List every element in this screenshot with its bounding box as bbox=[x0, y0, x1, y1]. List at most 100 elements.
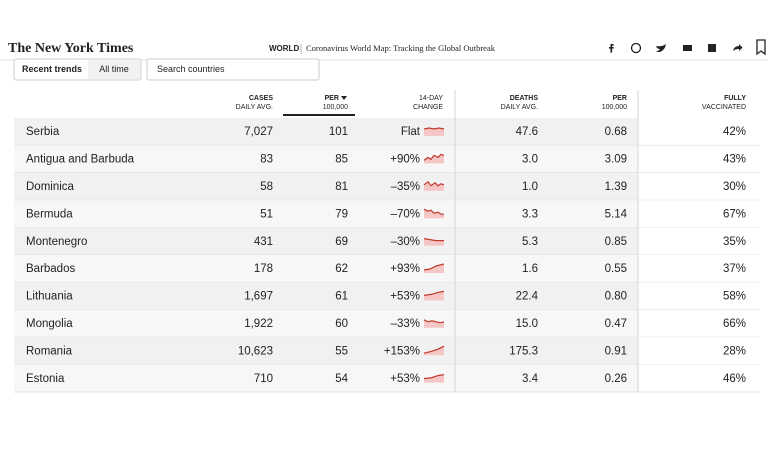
cell-value: 101 bbox=[329, 126, 348, 138]
change-value: Flat bbox=[401, 126, 421, 138]
cell-value: 79 bbox=[335, 208, 348, 220]
column-header-sub: DAILY AVG. bbox=[501, 104, 538, 111]
change-value: –35% bbox=[391, 181, 420, 193]
cell-value: 58 bbox=[260, 181, 273, 193]
cell-value: 62 bbox=[335, 263, 348, 275]
cell-value: 47.6 bbox=[516, 126, 538, 138]
tab-label[interactable]: All time bbox=[99, 64, 129, 74]
sparkline-area bbox=[424, 374, 444, 383]
change-value: +93% bbox=[390, 263, 420, 275]
vaccinated-value: 58% bbox=[723, 291, 746, 303]
sparkline bbox=[423, 345, 445, 354]
cell-value: 1.6 bbox=[522, 263, 538, 275]
country-name: Dominica bbox=[26, 181, 75, 193]
twitter-icon[interactable] bbox=[656, 44, 666, 52]
sparkline bbox=[423, 180, 445, 187]
cell-value: 81 bbox=[335, 181, 348, 193]
section[interactable]: WORLD bbox=[269, 44, 299, 53]
vaccinated-value: 46% bbox=[723, 373, 746, 385]
country-name: Bermuda bbox=[26, 208, 73, 220]
vaccinated-cell bbox=[638, 309, 760, 338]
vaccinated-value: 67% bbox=[723, 208, 746, 220]
tab-active[interactable] bbox=[15, 60, 88, 79]
vaccinated-cell bbox=[638, 337, 760, 365]
cell-value: 60 bbox=[335, 318, 348, 330]
row-background bbox=[14, 255, 638, 283]
cell-value: 1.39 bbox=[605, 181, 627, 193]
bookmark-icon[interactable] bbox=[756, 39, 766, 56]
change-value: +90% bbox=[390, 154, 420, 166]
vaccinated-value: 43% bbox=[723, 154, 746, 166]
column-header: PER bbox=[325, 95, 339, 102]
vaccinated-cell bbox=[638, 364, 760, 392]
change-value: –33% bbox=[391, 318, 420, 330]
row-background bbox=[14, 145, 638, 173]
country-name: Serbia bbox=[26, 126, 60, 138]
table: CASES DAILY AVG. PER 100,000 14-DAY CHANGE DEA… bbox=[14, 90, 760, 393]
cell-value: 0.91 bbox=[605, 345, 627, 357]
vaccinated-cell bbox=[638, 172, 760, 201]
cell-value: 1,922 bbox=[244, 318, 273, 330]
cell-value: 51 bbox=[260, 208, 273, 220]
country-name: Antigua and Barbuda bbox=[26, 154, 135, 166]
country-name: Barbados bbox=[26, 263, 75, 275]
vaccinated-value: 37% bbox=[723, 263, 746, 275]
search-box[interactable] bbox=[146, 58, 320, 81]
cell-value: 85 bbox=[335, 154, 348, 166]
tab-inactive[interactable] bbox=[88, 60, 140, 79]
change-value: +53% bbox=[390, 373, 420, 385]
cell-value: 175.3 bbox=[509, 345, 538, 357]
sparkline bbox=[423, 263, 445, 271]
tab-label[interactable]: Recent trends bbox=[22, 64, 82, 74]
cell-value: 178 bbox=[254, 263, 273, 275]
cell-value: 1.0 bbox=[522, 181, 538, 193]
vaccinated-cell bbox=[638, 282, 760, 310]
vaccinated-value: 42% bbox=[723, 126, 746, 138]
page-title: Coronavirus World Map: Tracking the Glob… bbox=[306, 43, 496, 53]
sort-underline bbox=[283, 114, 355, 116]
sparkline-area bbox=[424, 128, 444, 136]
sort-arrow bbox=[341, 96, 347, 100]
row-background bbox=[14, 227, 638, 255]
cell-value: 5.3 bbox=[522, 236, 538, 248]
gift-icon[interactable] bbox=[708, 44, 716, 52]
column-header-sub: 100,000 bbox=[323, 104, 348, 111]
country-name: Mongolia bbox=[26, 318, 73, 330]
column-header: PER bbox=[613, 95, 627, 102]
country-name: Lithuania bbox=[26, 291, 73, 303]
row-background bbox=[14, 282, 638, 310]
cell-value: 55 bbox=[335, 345, 348, 357]
cell-value: 0.55 bbox=[605, 263, 627, 275]
row-background bbox=[14, 364, 638, 392]
vaccinated-value: 66% bbox=[723, 318, 746, 330]
search-placeholder[interactable]: Search countries bbox=[157, 64, 225, 74]
logo[interactable]: The New York Times bbox=[8, 41, 134, 56]
cell-value: 5.14 bbox=[605, 208, 628, 220]
cell-value: 0.26 bbox=[605, 373, 627, 385]
cell-value: 15.0 bbox=[516, 318, 538, 330]
vaccinated-cell bbox=[638, 145, 760, 173]
cell-value: 54 bbox=[335, 373, 348, 385]
row-background bbox=[14, 337, 638, 365]
share-icon[interactable] bbox=[733, 44, 743, 51]
cell-value: 3.0 bbox=[522, 154, 538, 166]
row-background bbox=[14, 172, 638, 201]
cell-value: 0.85 bbox=[605, 236, 627, 248]
column-header: FULLY bbox=[724, 95, 746, 102]
sparkline bbox=[423, 238, 444, 242]
cell-value: 7,027 bbox=[244, 126, 273, 138]
sparkline bbox=[423, 290, 445, 296]
row-background bbox=[14, 200, 638, 228]
mail-icon[interactable] bbox=[683, 45, 692, 51]
vaccinated-value: 28% bbox=[723, 345, 746, 357]
cell-value: 3.4 bbox=[522, 373, 539, 385]
cell-value: 83 bbox=[260, 154, 273, 166]
facebook-glyph bbox=[609, 44, 614, 53]
sparkline bbox=[423, 127, 445, 130]
cell-value: 69 bbox=[335, 236, 348, 248]
whatsapp-icon[interactable] bbox=[630, 42, 642, 54]
vaccinated-cell bbox=[638, 118, 760, 146]
column-header: DEATHS bbox=[510, 95, 539, 102]
cell-value: 61 bbox=[335, 291, 348, 303]
column-header: 14-DAY bbox=[419, 95, 443, 102]
